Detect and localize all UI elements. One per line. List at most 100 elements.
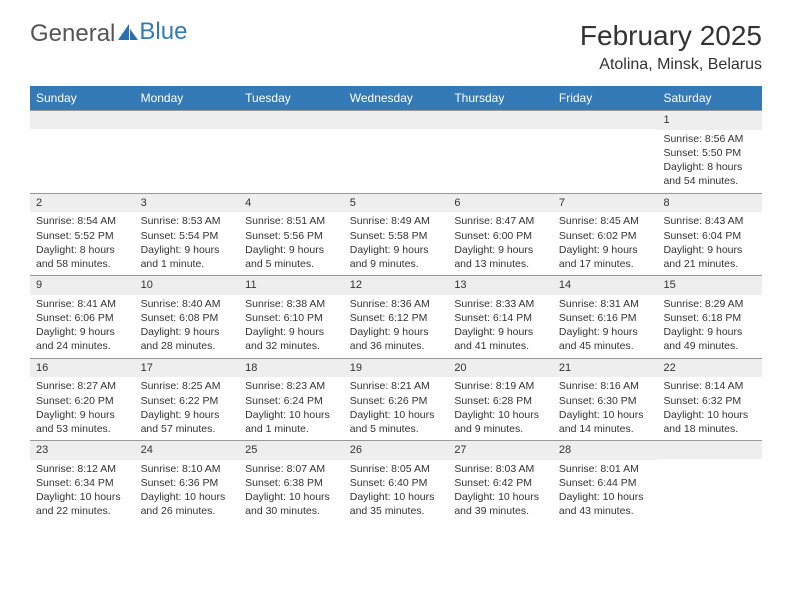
day-cell: 22Sunrise: 8:14 AMSunset: 6:32 PMDayligh… bbox=[657, 359, 762, 441]
day-content: Sunrise: 8:14 AMSunset: 6:32 PMDaylight:… bbox=[657, 377, 762, 440]
day-cell bbox=[30, 111, 135, 193]
sunrise-text: Sunrise: 8:29 AM bbox=[663, 297, 756, 311]
day-number: 8 bbox=[657, 194, 762, 213]
day-cell: 17Sunrise: 8:25 AMSunset: 6:22 PMDayligh… bbox=[135, 359, 240, 441]
day-number: 19 bbox=[344, 359, 449, 378]
day-number: 16 bbox=[30, 359, 135, 378]
sunset-text: Sunset: 5:58 PM bbox=[350, 229, 443, 243]
sunset-text: Sunset: 6:06 PM bbox=[36, 311, 129, 325]
day-cell: 16Sunrise: 8:27 AMSunset: 6:20 PMDayligh… bbox=[30, 359, 135, 441]
sunset-text: Sunset: 6:14 PM bbox=[454, 311, 547, 325]
day-cell: 14Sunrise: 8:31 AMSunset: 6:16 PMDayligh… bbox=[553, 276, 658, 358]
day-cell: 9Sunrise: 8:41 AMSunset: 6:06 PMDaylight… bbox=[30, 276, 135, 358]
sunset-text: Sunset: 6:30 PM bbox=[559, 394, 652, 408]
day-content: Sunrise: 8:51 AMSunset: 5:56 PMDaylight:… bbox=[239, 212, 344, 275]
day-cell: 28Sunrise: 8:01 AMSunset: 6:44 PMDayligh… bbox=[553, 441, 658, 523]
day-number: 11 bbox=[239, 276, 344, 295]
daylight-text: Daylight: 9 hours and 41 minutes. bbox=[454, 325, 547, 353]
day-content: Sunrise: 8:47 AMSunset: 6:00 PMDaylight:… bbox=[448, 212, 553, 275]
day-content: Sunrise: 8:38 AMSunset: 6:10 PMDaylight:… bbox=[239, 295, 344, 358]
day-number bbox=[344, 111, 449, 129]
sunset-text: Sunset: 6:34 PM bbox=[36, 476, 129, 490]
sunrise-text: Sunrise: 8:19 AM bbox=[454, 379, 547, 393]
daylight-text: Daylight: 10 hours and 26 minutes. bbox=[141, 490, 234, 518]
day-cell: 6Sunrise: 8:47 AMSunset: 6:00 PMDaylight… bbox=[448, 194, 553, 276]
sunrise-text: Sunrise: 8:33 AM bbox=[454, 297, 547, 311]
sunrise-text: Sunrise: 8:31 AM bbox=[559, 297, 652, 311]
day-content: Sunrise: 8:54 AMSunset: 5:52 PMDaylight:… bbox=[30, 212, 135, 275]
brand-sail-icon bbox=[117, 20, 139, 48]
sunset-text: Sunset: 6:20 PM bbox=[36, 394, 129, 408]
day-number: 17 bbox=[135, 359, 240, 378]
day-content: Sunrise: 8:10 AMSunset: 6:36 PMDaylight:… bbox=[135, 460, 240, 523]
day-number: 3 bbox=[135, 194, 240, 213]
day-cell: 2Sunrise: 8:54 AMSunset: 5:52 PMDaylight… bbox=[30, 194, 135, 276]
day-content: Sunrise: 8:12 AMSunset: 6:34 PMDaylight:… bbox=[30, 460, 135, 523]
sunrise-text: Sunrise: 8:07 AM bbox=[245, 462, 338, 476]
daylight-text: Daylight: 8 hours and 58 minutes. bbox=[36, 243, 129, 271]
day-number: 27 bbox=[448, 441, 553, 460]
day-cell bbox=[657, 441, 762, 523]
month-title: February 2025 bbox=[580, 20, 762, 52]
day-content: Sunrise: 8:49 AMSunset: 5:58 PMDaylight:… bbox=[344, 212, 449, 275]
daylight-text: Daylight: 9 hours and 5 minutes. bbox=[245, 243, 338, 271]
day-content: Sunrise: 8:29 AMSunset: 6:18 PMDaylight:… bbox=[657, 295, 762, 358]
day-content: Sunrise: 8:27 AMSunset: 6:20 PMDaylight:… bbox=[30, 377, 135, 440]
day-number: 7 bbox=[553, 194, 658, 213]
calendar: Sunday Monday Tuesday Wednesday Thursday… bbox=[30, 86, 762, 523]
day-content: Sunrise: 8:45 AMSunset: 6:02 PMDaylight:… bbox=[553, 212, 658, 275]
day-number: 10 bbox=[135, 276, 240, 295]
day-cell: 18Sunrise: 8:23 AMSunset: 6:24 PMDayligh… bbox=[239, 359, 344, 441]
daylight-text: Daylight: 10 hours and 43 minutes. bbox=[559, 490, 652, 518]
sunrise-text: Sunrise: 8:01 AM bbox=[559, 462, 652, 476]
daylight-text: Daylight: 10 hours and 35 minutes. bbox=[350, 490, 443, 518]
sunrise-text: Sunrise: 8:40 AM bbox=[141, 297, 234, 311]
sunrise-text: Sunrise: 8:51 AM bbox=[245, 214, 338, 228]
day-content: Sunrise: 8:05 AMSunset: 6:40 PMDaylight:… bbox=[344, 460, 449, 523]
daylight-text: Daylight: 10 hours and 30 minutes. bbox=[245, 490, 338, 518]
day-cell: 10Sunrise: 8:40 AMSunset: 6:08 PMDayligh… bbox=[135, 276, 240, 358]
daylight-text: Daylight: 9 hours and 1 minute. bbox=[141, 243, 234, 271]
sunset-text: Sunset: 6:10 PM bbox=[245, 311, 338, 325]
sunrise-text: Sunrise: 8:14 AM bbox=[663, 379, 756, 393]
sunrise-text: Sunrise: 8:16 AM bbox=[559, 379, 652, 393]
day-number: 13 bbox=[448, 276, 553, 295]
daylight-text: Daylight: 9 hours and 13 minutes. bbox=[454, 243, 547, 271]
daylight-text: Daylight: 9 hours and 49 minutes. bbox=[663, 325, 756, 353]
day-number: 5 bbox=[344, 194, 449, 213]
sunset-text: Sunset: 5:56 PM bbox=[245, 229, 338, 243]
week-row: 9Sunrise: 8:41 AMSunset: 6:06 PMDaylight… bbox=[30, 275, 762, 358]
daylight-text: Daylight: 9 hours and 53 minutes. bbox=[36, 408, 129, 436]
daylight-text: Daylight: 9 hours and 24 minutes. bbox=[36, 325, 129, 353]
sunset-text: Sunset: 6:00 PM bbox=[454, 229, 547, 243]
day-content: Sunrise: 8:07 AMSunset: 6:38 PMDaylight:… bbox=[239, 460, 344, 523]
sunset-text: Sunset: 6:08 PM bbox=[141, 311, 234, 325]
sunrise-text: Sunrise: 8:27 AM bbox=[36, 379, 129, 393]
sunrise-text: Sunrise: 8:10 AM bbox=[141, 462, 234, 476]
day-cell: 23Sunrise: 8:12 AMSunset: 6:34 PMDayligh… bbox=[30, 441, 135, 523]
sunset-text: Sunset: 6:02 PM bbox=[559, 229, 652, 243]
sunset-text: Sunset: 6:40 PM bbox=[350, 476, 443, 490]
day-content: Sunrise: 8:03 AMSunset: 6:42 PMDaylight:… bbox=[448, 460, 553, 523]
day-number bbox=[30, 111, 135, 129]
day-number: 15 bbox=[657, 276, 762, 295]
daylight-text: Daylight: 10 hours and 14 minutes. bbox=[559, 408, 652, 436]
sunset-text: Sunset: 6:24 PM bbox=[245, 394, 338, 408]
week-row: 2Sunrise: 8:54 AMSunset: 5:52 PMDaylight… bbox=[30, 193, 762, 276]
day-cell: 21Sunrise: 8:16 AMSunset: 6:30 PMDayligh… bbox=[553, 359, 658, 441]
day-number: 6 bbox=[448, 194, 553, 213]
day-content: Sunrise: 8:25 AMSunset: 6:22 PMDaylight:… bbox=[135, 377, 240, 440]
weekday-header: Sunday bbox=[30, 86, 135, 110]
day-number: 2 bbox=[30, 194, 135, 213]
day-cell bbox=[135, 111, 240, 193]
day-number: 9 bbox=[30, 276, 135, 295]
brand-logo: General Blue bbox=[30, 20, 187, 48]
weeks-container: 1Sunrise: 8:56 AMSunset: 5:50 PMDaylight… bbox=[30, 110, 762, 523]
sunset-text: Sunset: 6:36 PM bbox=[141, 476, 234, 490]
week-row: 1Sunrise: 8:56 AMSunset: 5:50 PMDaylight… bbox=[30, 110, 762, 193]
sunrise-text: Sunrise: 8:03 AM bbox=[454, 462, 547, 476]
day-cell bbox=[344, 111, 449, 193]
day-content: Sunrise: 8:19 AMSunset: 6:28 PMDaylight:… bbox=[448, 377, 553, 440]
day-number: 1 bbox=[657, 111, 762, 130]
day-cell: 19Sunrise: 8:21 AMSunset: 6:26 PMDayligh… bbox=[344, 359, 449, 441]
